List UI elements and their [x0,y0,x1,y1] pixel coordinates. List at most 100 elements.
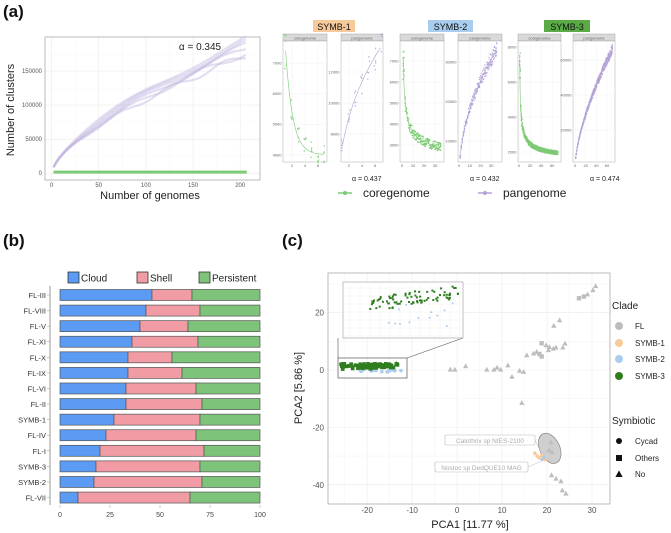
alpha-label-main: α = 0.345 [179,42,222,53]
coregenome-point [421,141,423,143]
pangenome-point [476,88,479,90]
coregenome-point [428,147,431,149]
pangenome-point [611,52,613,55]
coregenome-point [538,150,540,152]
pangenome-point [468,108,470,110]
coregenome-point [545,149,547,151]
point-SYMB-2 [399,368,403,373]
pangenome-point [591,99,593,101]
coregenome-point [403,76,405,78]
coregenome-point [303,150,305,152]
pangenome-point [349,109,351,111]
pangenome-point [374,69,376,71]
coregenome-point [553,149,555,152]
pangenome-point [473,93,475,96]
inset-point-SYMB-2 [451,302,454,305]
coregenome-point [526,136,528,139]
coregenome-point [523,130,525,132]
bar-segment-shell [131,335,199,348]
coregenome-point [433,145,435,147]
pangenome-point [490,65,492,67]
coregenome-point [298,127,300,129]
inset-point-SYMB-3 [448,292,451,295]
pangenome-point [604,66,607,68]
coregenome-point [543,148,546,150]
inset-point-SYMB-3 [388,307,391,310]
pangenome-point [469,104,471,106]
coregenome-point [541,148,543,150]
pangenome-point [481,75,483,77]
x-tick-label: 2 [291,163,294,168]
pangenome-point [611,46,613,48]
zoom-region-box [337,357,408,379]
inset-point-SYMB-3 [445,293,448,296]
annotation-leader [527,459,546,468]
coregenome-point [436,149,439,152]
coregenome-point [535,148,537,151]
point-SYMB-3 [381,363,386,368]
pangenome-point [476,90,479,92]
pangenome-point [483,68,485,70]
coregenome-point [528,144,530,146]
coregenome-point [521,122,524,124]
coregenome-point [536,145,538,147]
point-FL [519,400,525,405]
coregenome-point [521,129,523,131]
category-label: FL-IX [28,369,46,378]
coregenome-point [544,148,547,150]
point-SYMB-1 [533,451,537,456]
coregenome-point [404,98,406,100]
plot-border [327,272,611,505]
coregenome-point [403,68,405,71]
x-tick-label: 100 [254,512,266,519]
inset-point-SYMB-3 [398,302,401,305]
coregenome-point [425,144,427,146]
pangenome-point [488,65,490,68]
x-tick-label: 2 [348,163,351,168]
inset-point-SYMB-2 [397,308,400,311]
inset-point-SYMB-3 [420,299,423,302]
pangenome-point [610,55,612,57]
coregenome-point [522,132,525,134]
pangenome-point [496,43,498,45]
bar-segment-shell [95,460,201,473]
inset-point-SYMB-3 [433,290,436,293]
inset-point-SYMB-3 [393,301,396,304]
pangenome-point [581,125,583,127]
legend-label-persistent: Persistent [212,274,257,285]
pangenome-point [469,106,471,108]
pangenome-point [593,93,595,96]
point-FL [484,366,490,372]
pangenome-point [605,61,607,64]
coregenome-point [284,67,286,70]
point-FL [548,439,554,445]
inset-point-SYMB-3 [443,294,446,297]
x-tick-label: 20 [422,163,427,168]
coregenome-point [290,99,292,101]
x-tick-label: 6 [374,163,377,168]
point-SYMB-3 [360,365,364,370]
pangenome-point [380,51,382,53]
category-label: FL-II [31,400,46,409]
pangenome-point [348,119,350,121]
pangenome-point [375,62,377,64]
category-label: FL-V [30,322,46,331]
coregenome-point [539,148,541,150]
coregenome-point [430,144,432,146]
pangenome-point [492,58,495,61]
pangenome-point [374,47,377,49]
legend-title-clade: Clade [612,301,639,312]
x-tick-label: 20 [528,163,533,168]
bar-segment-shell [151,289,193,301]
pangenome-point [606,63,608,65]
point-FL [560,344,566,350]
bar-segment-cloud [59,367,129,379]
coregenome-point [413,129,415,131]
coregenome-point [434,145,436,147]
pangenome-point [479,81,482,83]
pangenome-point [368,60,371,62]
pangenome-point [488,64,490,66]
x-tick-label: 10 [498,506,507,515]
legend-key-symb-1 [615,339,623,347]
inset-point-SYMB-3 [448,298,451,301]
